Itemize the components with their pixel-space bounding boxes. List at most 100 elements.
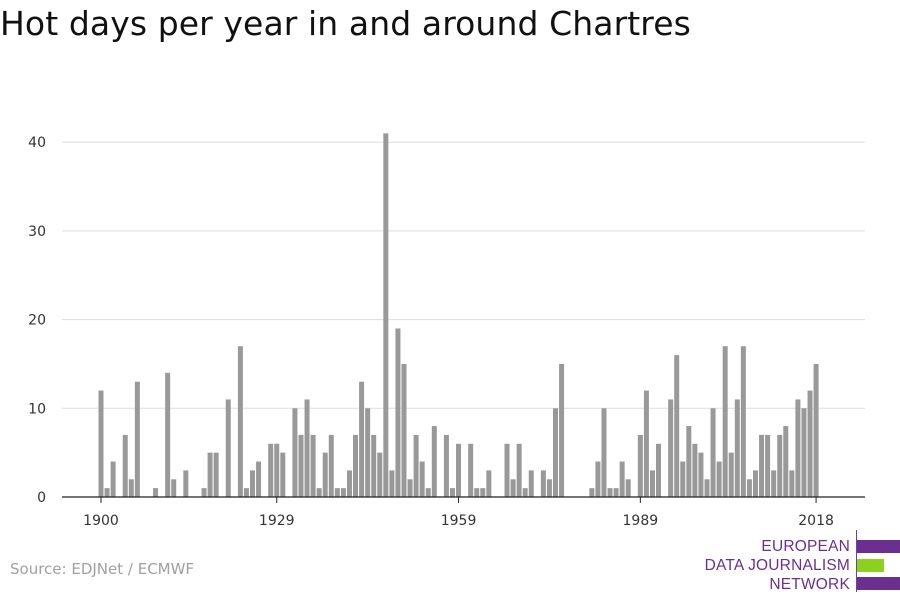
bar	[619, 461, 625, 497]
bar	[740, 346, 746, 497]
bar	[589, 488, 595, 497]
bar	[601, 408, 607, 497]
bar	[528, 470, 534, 497]
bar	[734, 399, 740, 497]
bar	[656, 443, 662, 497]
bar	[243, 488, 249, 497]
bar	[480, 488, 486, 497]
bar	[777, 434, 783, 497]
y-tick-label: 30	[28, 224, 46, 240]
bar	[334, 488, 340, 497]
bar	[722, 346, 728, 497]
y-tick-label: 20	[28, 313, 46, 329]
y-tick-label: 40	[28, 135, 46, 151]
bar	[540, 470, 546, 497]
bar	[346, 470, 352, 497]
bar	[546, 479, 552, 497]
bar	[389, 470, 395, 497]
bar	[759, 434, 765, 497]
bar	[268, 443, 274, 497]
bar	[122, 434, 128, 497]
bar	[692, 443, 698, 497]
bar	[401, 363, 407, 497]
y-tick-label: 0	[37, 490, 46, 506]
bar	[607, 488, 613, 497]
bar	[128, 479, 134, 497]
logo-line-network: NETWORK	[769, 576, 850, 593]
bar	[340, 488, 346, 497]
bar	[383, 133, 389, 497]
bar	[474, 488, 480, 497]
bar	[771, 470, 777, 497]
bar	[686, 426, 692, 497]
bar	[322, 452, 328, 497]
bar	[801, 408, 807, 497]
bar	[674, 355, 680, 497]
bar	[110, 461, 116, 497]
logo-bar-green	[857, 559, 884, 572]
bar	[171, 479, 177, 497]
bar	[765, 434, 771, 497]
bar	[407, 479, 413, 497]
bar	[553, 408, 558, 497]
bar	[613, 488, 619, 497]
bar	[595, 461, 601, 497]
bar	[213, 452, 219, 497]
bar	[468, 443, 474, 497]
bar	[716, 461, 722, 497]
x-tick-label: 2018	[798, 513, 834, 529]
bar	[668, 399, 674, 497]
bar	[359, 381, 365, 497]
bar	[425, 488, 431, 497]
bar	[419, 461, 425, 497]
bar	[643, 390, 649, 497]
bar	[207, 452, 213, 497]
bar	[431, 426, 437, 497]
x-tick-label: 1989	[623, 513, 659, 529]
logo-line-data-journalism: DATA JOURNALISM	[704, 557, 850, 574]
bar	[413, 434, 419, 497]
bar	[365, 408, 371, 497]
bar	[680, 461, 686, 497]
bar	[225, 399, 231, 497]
bar	[649, 470, 655, 497]
bar	[795, 399, 801, 497]
bar	[98, 390, 104, 497]
bar	[377, 452, 383, 497]
bar	[310, 434, 316, 497]
logo-divider	[856, 530, 857, 592]
bar	[250, 470, 255, 497]
bar	[298, 434, 304, 497]
bar	[504, 443, 510, 497]
bar	[353, 434, 359, 497]
bar	[783, 426, 789, 497]
bar	[728, 452, 734, 497]
bar	[637, 434, 643, 497]
bar	[280, 452, 286, 497]
x-tick-label: 1900	[83, 513, 119, 529]
bar-chart: 0 10 20 30 40 1900 1929 1959 1989 2018	[28, 133, 865, 529]
bar	[201, 488, 207, 497]
bar	[698, 452, 704, 497]
bar	[704, 479, 710, 497]
bar	[813, 363, 819, 497]
bar	[625, 479, 631, 497]
bar	[165, 372, 171, 497]
logo-bar-purple-top	[857, 540, 900, 553]
bar	[510, 479, 516, 497]
bar	[316, 488, 322, 497]
source-note: Source: EDJNet / ECMWF	[10, 560, 195, 578]
x-tick-label: 1959	[441, 513, 477, 529]
bar	[752, 470, 758, 497]
y-tick-label: 10	[28, 401, 46, 417]
bar	[328, 434, 334, 497]
bar	[304, 399, 310, 497]
bar	[746, 479, 752, 497]
chart-title: Hot days per year in and around Chartres	[0, 4, 691, 43]
bar	[134, 381, 140, 497]
bar	[153, 488, 159, 497]
bar	[710, 408, 716, 497]
bar	[516, 443, 522, 497]
bar	[486, 470, 492, 497]
bar	[183, 470, 189, 497]
